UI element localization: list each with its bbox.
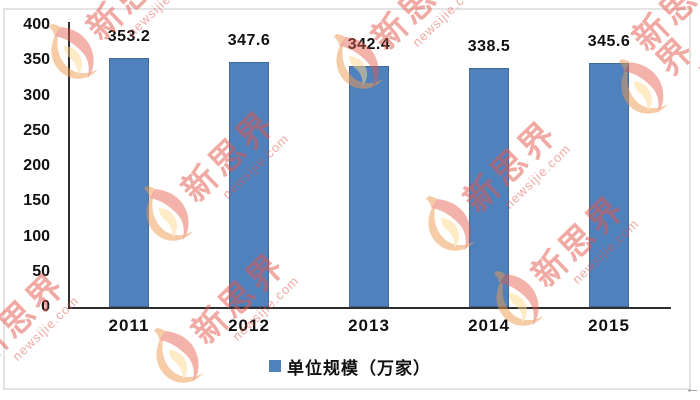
value-label-2015: 345.6 xyxy=(587,33,631,51)
bar-2015 xyxy=(589,63,629,307)
y-tick-100: 100 xyxy=(23,227,50,245)
cursor-arrow-icon: ← xyxy=(685,380,700,397)
value-label-2013: 342.4 xyxy=(347,35,391,53)
x-axis-line xyxy=(68,307,671,309)
y-tick-50: 50 xyxy=(32,262,50,280)
bar-2013 xyxy=(349,65,389,307)
value-label-2014: 338.5 xyxy=(467,38,511,56)
watermark-domain: newsijie.com xyxy=(409,0,482,50)
bar-2014 xyxy=(469,68,509,307)
value-label-2011: 353.2 xyxy=(107,27,151,45)
y-tick-350: 350 xyxy=(23,51,50,69)
bar-2011 xyxy=(109,57,149,307)
y-tick-400: 400 xyxy=(23,16,50,33)
y-tick-300: 300 xyxy=(23,86,50,104)
x-tick-2013: 2013 xyxy=(348,316,390,335)
x-tick-2012: 2012 xyxy=(228,316,270,335)
x-tick-2014: 2014 xyxy=(468,316,510,335)
value-label-2012: 347.6 xyxy=(227,31,271,49)
legend-series-label: 单位规模（万家） xyxy=(287,358,431,378)
y-tick-150: 150 xyxy=(23,192,50,210)
x-tick-2015: 2015 xyxy=(588,316,630,335)
y-axis-line xyxy=(68,22,70,309)
watermark-domain: newsijie.com xyxy=(693,4,700,76)
legend-color-swatch xyxy=(269,360,281,372)
x-tick-2011: 2011 xyxy=(108,316,150,335)
y-tick-200: 200 xyxy=(23,157,50,174)
y-tick-250: 250 xyxy=(23,121,50,139)
bar-2012 xyxy=(229,61,269,307)
y-tick-0: 0 xyxy=(41,298,50,315)
legend: 单位规模（万家） xyxy=(0,354,700,378)
